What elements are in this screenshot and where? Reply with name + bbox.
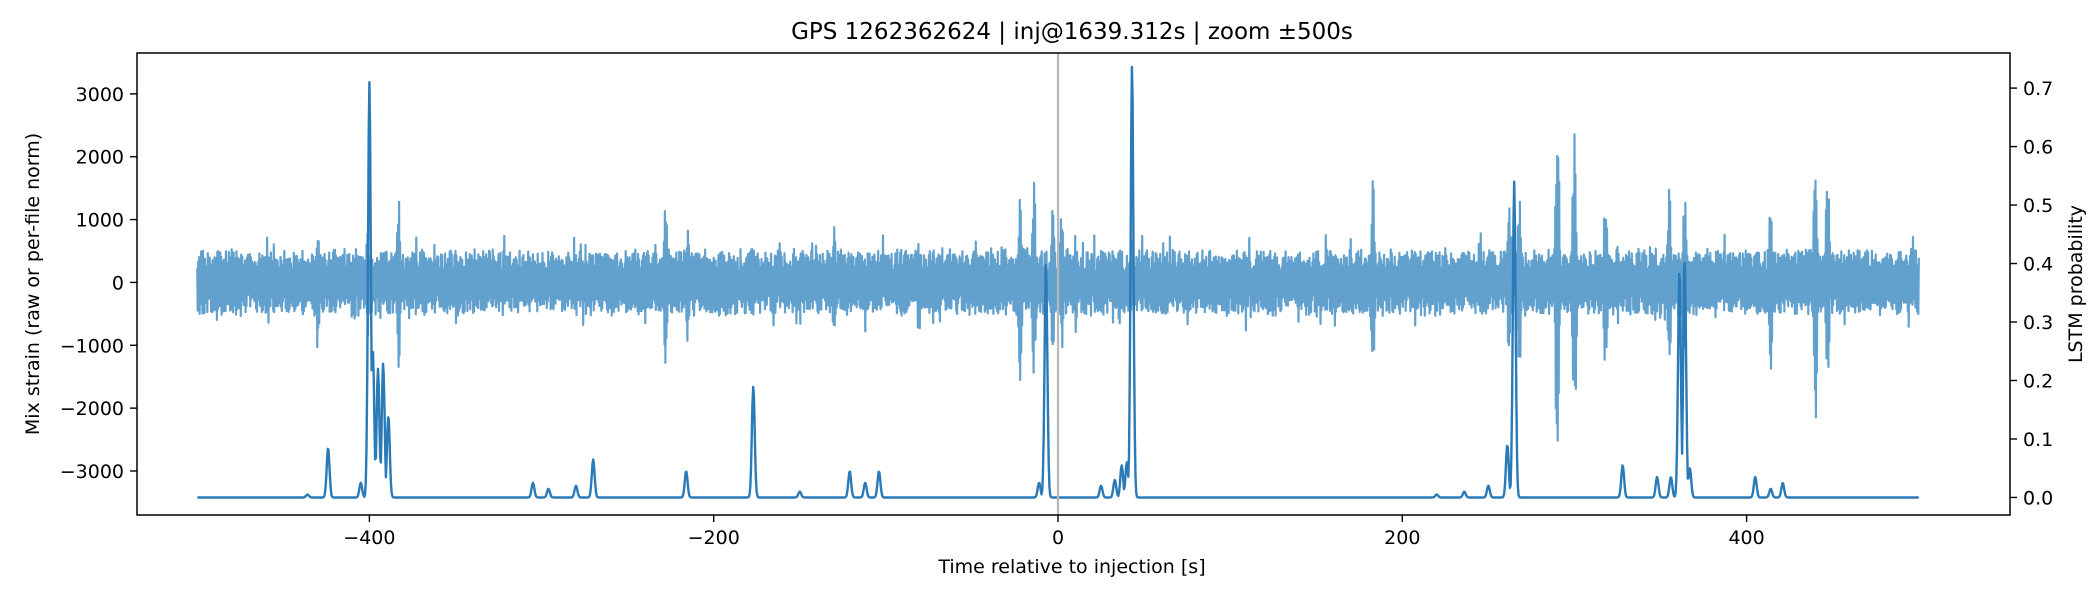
plot-area	[196, 53, 1920, 515]
y-left-tick-label: 2000	[76, 147, 124, 169]
y-left-tick-label: −1000	[60, 335, 124, 357]
y-left-tick-label: 0	[112, 272, 124, 294]
y-axis-left: −3000 −2000 −1000 0 1000 2000 3000	[60, 84, 137, 483]
y-axis-right: 0.0 0.1 0.2 0.3 0.4 0.5 0.6 0.7	[2010, 78, 2053, 509]
x-tick-label: 200	[1384, 527, 1420, 549]
y-left-tick-label: −2000	[60, 398, 124, 420]
x-tick-label: 400	[1728, 527, 1764, 549]
y-right-tick-label: 0.2	[2023, 370, 2053, 392]
y-right-tick-label: 0.1	[2023, 429, 2053, 451]
y-right-tick-label: 0.3	[2023, 312, 2053, 334]
x-axis: −400 −200 0 200 400	[343, 515, 1765, 549]
y-right-tick-label: 0.4	[2023, 254, 2053, 276]
x-tick-label: −200	[688, 527, 740, 549]
y-left-tick-label: −3000	[60, 461, 124, 483]
y-right-tick-label: 0.7	[2023, 78, 2053, 100]
y-right-tick-label: 0.6	[2023, 137, 2053, 159]
x-axis-label: Time relative to injection [s]	[937, 556, 1205, 578]
x-tick-label: 0	[1052, 527, 1064, 549]
y-left-tick-label: 3000	[76, 84, 124, 106]
x-tick-label: −400	[343, 527, 395, 549]
chart-title: GPS 1262362624 | inj@1639.312s | zoom ±5…	[791, 19, 1353, 45]
plot-frame	[136, 52, 2011, 516]
y-axis-left-label: Mix strain (raw or per-file norm)	[22, 133, 44, 435]
y-right-tick-label: 0.5	[2023, 195, 2053, 217]
y-left-tick-label: 1000	[76, 210, 124, 232]
y-axis-right-label: LSTM probability	[2065, 205, 2087, 363]
y-right-tick-label: 0.0	[2023, 487, 2053, 509]
